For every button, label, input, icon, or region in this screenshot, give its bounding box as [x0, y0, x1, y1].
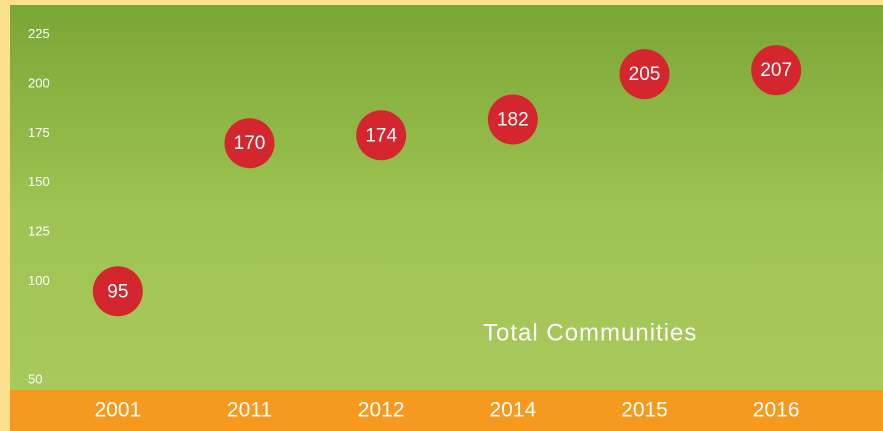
data-label: 174 — [365, 125, 397, 146]
data-label: 95 — [107, 281, 128, 302]
y-tick-label: 175 — [28, 125, 50, 140]
dot — [356, 110, 407, 161]
y-tick-label: 200 — [28, 75, 50, 90]
x-tick-label: 2012 — [358, 399, 405, 422]
y-tick-label: 125 — [28, 223, 50, 238]
dot — [751, 45, 802, 96]
x-tick-label: 2014 — [489, 399, 536, 422]
data-label: 205 — [629, 64, 661, 85]
y-tick-label: 100 — [28, 273, 50, 288]
dot — [224, 118, 275, 169]
x-tick-label: 2016 — [753, 399, 800, 422]
dot — [92, 266, 143, 317]
y-tick-label: 50 — [28, 372, 42, 387]
x-tick-label: 2015 — [621, 399, 668, 422]
dot — [487, 94, 538, 145]
category-band — [10, 390, 883, 431]
data-label: 207 — [760, 60, 792, 81]
data-label: 170 — [234, 133, 266, 154]
plot-area — [10, 5, 883, 390]
x-tick-label: 2001 — [94, 399, 141, 422]
x-tick-label: 2011 — [227, 399, 272, 422]
annotation: Total Communities — [483, 319, 697, 346]
y-tick-label: 225 — [28, 26, 50, 41]
data-label: 182 — [497, 110, 529, 131]
y-tick-label: 150 — [28, 174, 50, 189]
dot — [619, 49, 670, 100]
